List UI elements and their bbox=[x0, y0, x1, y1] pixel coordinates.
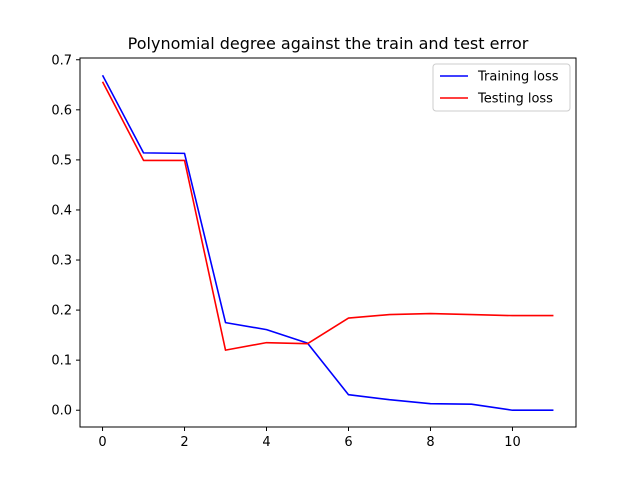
x-tick-label: 10 bbox=[504, 435, 521, 450]
legend-label-training-loss: Training loss bbox=[477, 70, 559, 85]
series-line-training-loss bbox=[101, 74, 554, 412]
x-tick-label: 4 bbox=[262, 435, 270, 450]
y-tick-label: 0.1 bbox=[51, 354, 72, 369]
y-axis: 0.0 0.1 0.2 0.3 0.4 0.5 0.6 0.7 bbox=[51, 53, 80, 419]
y-tick-label: 0.3 bbox=[51, 254, 72, 269]
series-line-testing-loss bbox=[101, 81, 554, 351]
x-tick-label: 2 bbox=[180, 435, 188, 450]
y-tick-label: 0.4 bbox=[51, 203, 72, 218]
x-tick-label: 8 bbox=[426, 435, 434, 450]
legend-label-testing-loss: Testing loss bbox=[477, 92, 553, 107]
plot-series bbox=[101, 74, 554, 412]
y-tick-label: 0.6 bbox=[51, 103, 72, 118]
y-tick-label: 0.5 bbox=[51, 153, 72, 168]
x-tick-label: 0 bbox=[98, 435, 106, 450]
y-tick-label: 0.7 bbox=[51, 53, 72, 68]
legend: Training loss Testing loss bbox=[432, 63, 571, 112]
x-axis: 0 2 4 6 8 10 bbox=[98, 427, 521, 450]
x-tick-label: 6 bbox=[344, 435, 352, 450]
y-tick-label: 0.2 bbox=[51, 304, 72, 319]
y-tick-label: 0.0 bbox=[51, 404, 72, 419]
chart-title: Polynomial degree against the train and … bbox=[128, 34, 529, 53]
plot-frame bbox=[79, 57, 577, 428]
